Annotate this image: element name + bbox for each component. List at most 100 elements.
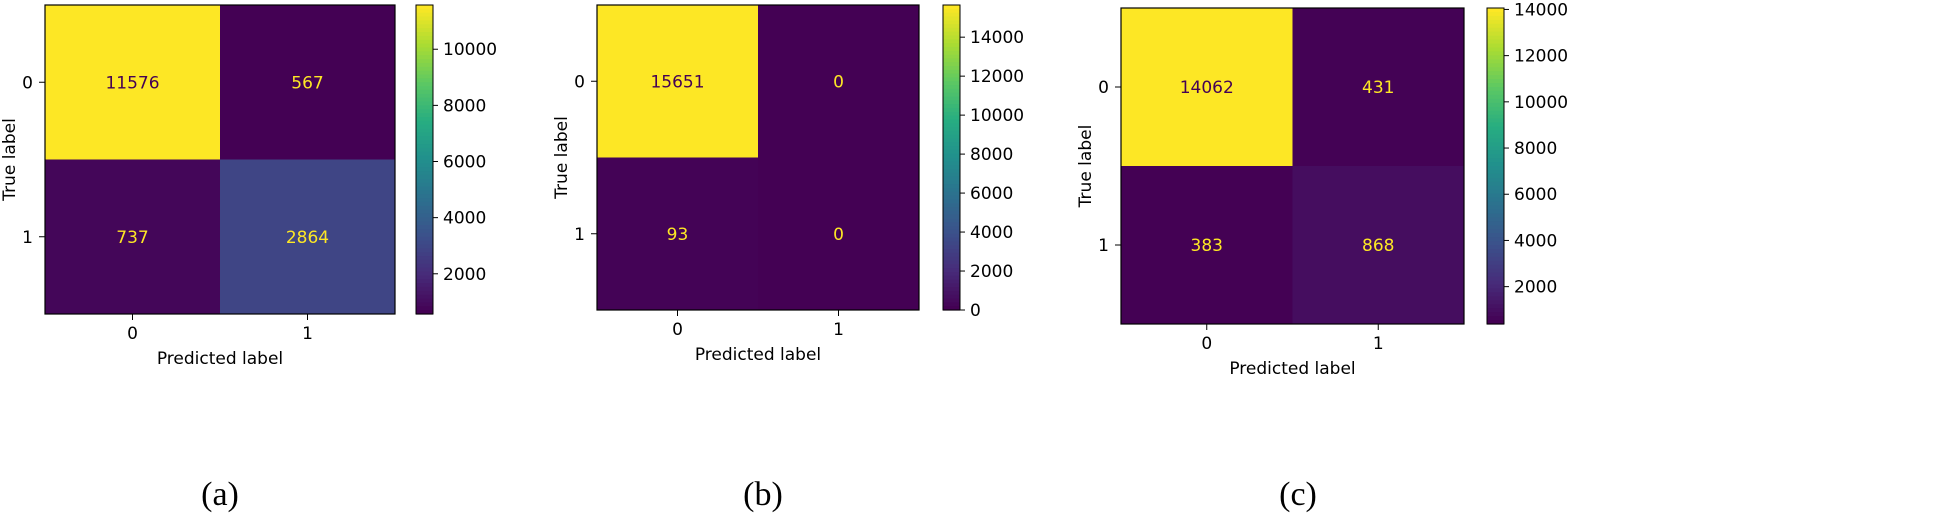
- colorbar-segment: [1487, 312, 1504, 317]
- colorbar-tick-label: 4000: [1514, 231, 1557, 251]
- colorbar-segment: [943, 287, 960, 292]
- cell-value-label: 431: [1362, 78, 1394, 98]
- x-tick-label: 0: [1201, 334, 1212, 354]
- colorbar-segment: [416, 117, 433, 122]
- matrix-cell: [758, 5, 920, 158]
- colorbar-segment: [943, 203, 960, 208]
- colorbar-segment: [416, 205, 433, 211]
- colorbar-segment: [1487, 316, 1504, 321]
- colorbar-segment: [943, 199, 960, 204]
- colorbar-segment: [1487, 110, 1504, 116]
- colorbar-segment: [416, 55, 433, 60]
- colorbar-segment: [943, 222, 960, 227]
- colorbar-frame: [415, 4, 434, 315]
- colorbar-segment: [416, 124, 433, 130]
- colorbar-segment: [416, 147, 433, 153]
- y-tick-label: 0: [574, 72, 585, 92]
- colorbar-segment: [416, 248, 433, 253]
- colorbar-tick-label: 6000: [970, 184, 1013, 204]
- colorbar-segment: [943, 138, 960, 143]
- colorbar-segment: [416, 279, 433, 284]
- colorbar-segment: [1487, 150, 1504, 155]
- colorbar-segment: [1487, 55, 1504, 60]
- y-tick-label: 0: [1098, 78, 1109, 98]
- colorbar-segment: [416, 178, 433, 184]
- colorbar-segment: [416, 47, 433, 52]
- colorbar-segment: [416, 236, 433, 242]
- colorbar-segment: [416, 163, 433, 168]
- y-axis-label: True label: [1076, 125, 1096, 209]
- y-tick-label: 0: [22, 73, 33, 93]
- colorbar-segment: [943, 210, 960, 216]
- colorbar-segment: [943, 104, 960, 109]
- colorbar-segment: [943, 69, 960, 75]
- colorbar-segment: [416, 62, 433, 68]
- colorbar-segment: [1487, 256, 1504, 262]
- colorbar-tick-label: 10000: [970, 106, 1024, 126]
- colorbar-segment: [943, 62, 960, 67]
- colorbar-segment: [416, 93, 433, 99]
- colorbar-segment: [416, 198, 433, 203]
- cell-value-label: 14062: [1180, 78, 1234, 98]
- colorbar-segment: [1487, 75, 1504, 80]
- colorbar-segment: [943, 168, 960, 174]
- matrix-cell: [1292, 166, 1465, 325]
- colorbar-segment: [1487, 189, 1504, 195]
- colorbar-segment: [1487, 43, 1504, 49]
- colorbar-segment: [1487, 158, 1504, 163]
- colorbar-segment: [416, 302, 433, 307]
- colorbar-tick-label: 8000: [1514, 139, 1557, 159]
- colorbar-segment: [416, 151, 433, 157]
- colorbar-segment: [416, 283, 433, 288]
- colorbar-segment: [943, 50, 960, 56]
- colorbar-segment: [943, 161, 960, 166]
- matrix-cell: [758, 157, 920, 311]
- x-tick-label: 0: [127, 324, 138, 344]
- colorbar-segment: [416, 20, 433, 25]
- colorbar-segment: [416, 109, 433, 114]
- colorbar-segment: [1487, 47, 1504, 53]
- x-axis-label: Predicted label: [695, 345, 821, 365]
- matrix-cell: [220, 159, 396, 315]
- colorbar-segment: [416, 39, 433, 45]
- colorbar-segment: [1487, 162, 1504, 167]
- x-tick-label: 0: [672, 320, 683, 340]
- colorbar-segment: [943, 172, 960, 178]
- colorbar-segment: [943, 176, 960, 181]
- colorbar-segment: [416, 244, 433, 249]
- colorbar-segment: [1487, 284, 1504, 290]
- colorbar-segment: [416, 28, 433, 33]
- colorbar-segment: [943, 214, 960, 220]
- colorbar-segment: [416, 174, 433, 180]
- colorbar-segment: [1487, 205, 1504, 211]
- colorbar-segment: [943, 149, 960, 155]
- colorbar-tick-label: 8000: [443, 96, 486, 116]
- colorbar-segment: [1487, 118, 1504, 124]
- axes-frame: [1120, 7, 1465, 325]
- colorbar-segment: [943, 35, 960, 40]
- colorbar-segment: [416, 16, 433, 22]
- colorbar-segment: [416, 182, 433, 188]
- colorbar-segment: [1487, 19, 1504, 25]
- colorbar-segment: [416, 259, 433, 265]
- colorbar-tick-label: 2000: [970, 262, 1013, 282]
- confusion-matrix-panel: 15651 0 93 0 0 1 0 1 Predicted label True label 0 2…: [552, 4, 1024, 513]
- panel-caption: (c): [1279, 476, 1317, 513]
- colorbar-segment: [416, 267, 433, 273]
- colorbar-segment: [943, 302, 960, 307]
- colorbar-segment: [1487, 59, 1504, 64]
- colorbar-segment: [1487, 67, 1504, 72]
- colorbar-segment: [416, 82, 433, 87]
- colorbar-segment: [416, 298, 433, 304]
- colorbar-segment: [1487, 300, 1504, 305]
- colorbar-segment: [1487, 308, 1504, 313]
- colorbar-segment: [416, 229, 433, 234]
- colorbar-segment: [1487, 114, 1504, 120]
- colorbar-segment: [943, 191, 960, 197]
- colorbar-segment: [943, 66, 960, 71]
- colorbar-segment: [943, 142, 960, 147]
- colorbar-segment: [416, 290, 433, 296]
- colorbar-segment: [416, 240, 433, 246]
- colorbar-segment: [1487, 23, 1504, 29]
- colorbar-segment: [943, 237, 960, 242]
